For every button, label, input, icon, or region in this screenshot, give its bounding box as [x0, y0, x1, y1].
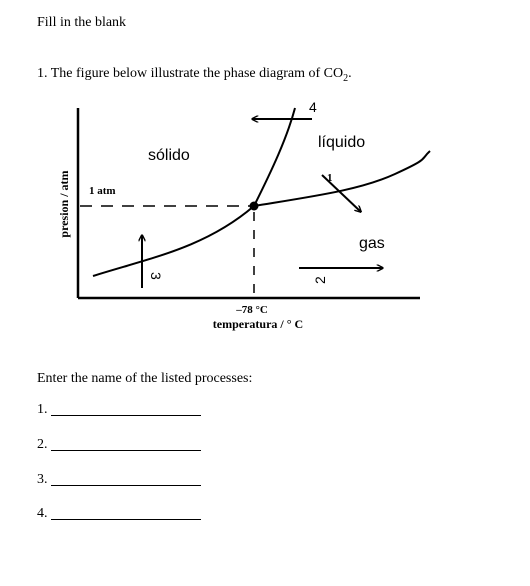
answer-row-1: 1. [37, 402, 201, 420]
liquid-region-label: líquido [318, 134, 365, 151]
process-marker-4: 4 [309, 99, 317, 115]
co2-subscript: 2 [343, 72, 349, 84]
temperature-label: –78 °C [235, 304, 268, 316]
process-marker-1: 1 [327, 172, 333, 184]
gas-region-label: gas [359, 235, 385, 252]
answer-row-2: 2. [37, 437, 201, 455]
answer-number: 1. [37, 402, 48, 417]
solid-liquid-curve [253, 107, 296, 207]
triple-point [249, 201, 259, 211]
question-suffix: . [348, 66, 352, 81]
instruction-text: Enter the name of the listed processes: [37, 371, 253, 386]
x-axis-label: temperatura / ° C [213, 317, 303, 331]
process-marker-3: 3 [148, 272, 164, 280]
process-marker-2: 2 [312, 276, 328, 284]
liquid-gas-curve [253, 150, 431, 207]
answer-blank-3[interactable] [51, 485, 201, 486]
question-text: 1. The figure below illustrate the phase… [37, 66, 352, 84]
answer-blank-1[interactable] [51, 415, 201, 416]
solid-region-label: sólido [148, 147, 190, 164]
answer-number: 4. [37, 506, 48, 521]
process-1-arrow [321, 174, 361, 212]
answer-blank-4[interactable] [51, 519, 201, 520]
answer-row-4: 4. [37, 506, 201, 524]
answer-number: 3. [37, 472, 48, 487]
question-main: 1. The figure below illustrate the phase… [37, 66, 344, 81]
answer-number: 2. [37, 437, 48, 452]
answer-blank-2[interactable] [51, 450, 201, 451]
solid-gas-curve [92, 205, 255, 277]
heading: Fill in the blank [37, 15, 127, 30]
pressure-label: 1 atm [89, 185, 116, 197]
y-axis-label: presion / atm [57, 170, 71, 237]
answer-row-3: 3. [37, 472, 201, 490]
